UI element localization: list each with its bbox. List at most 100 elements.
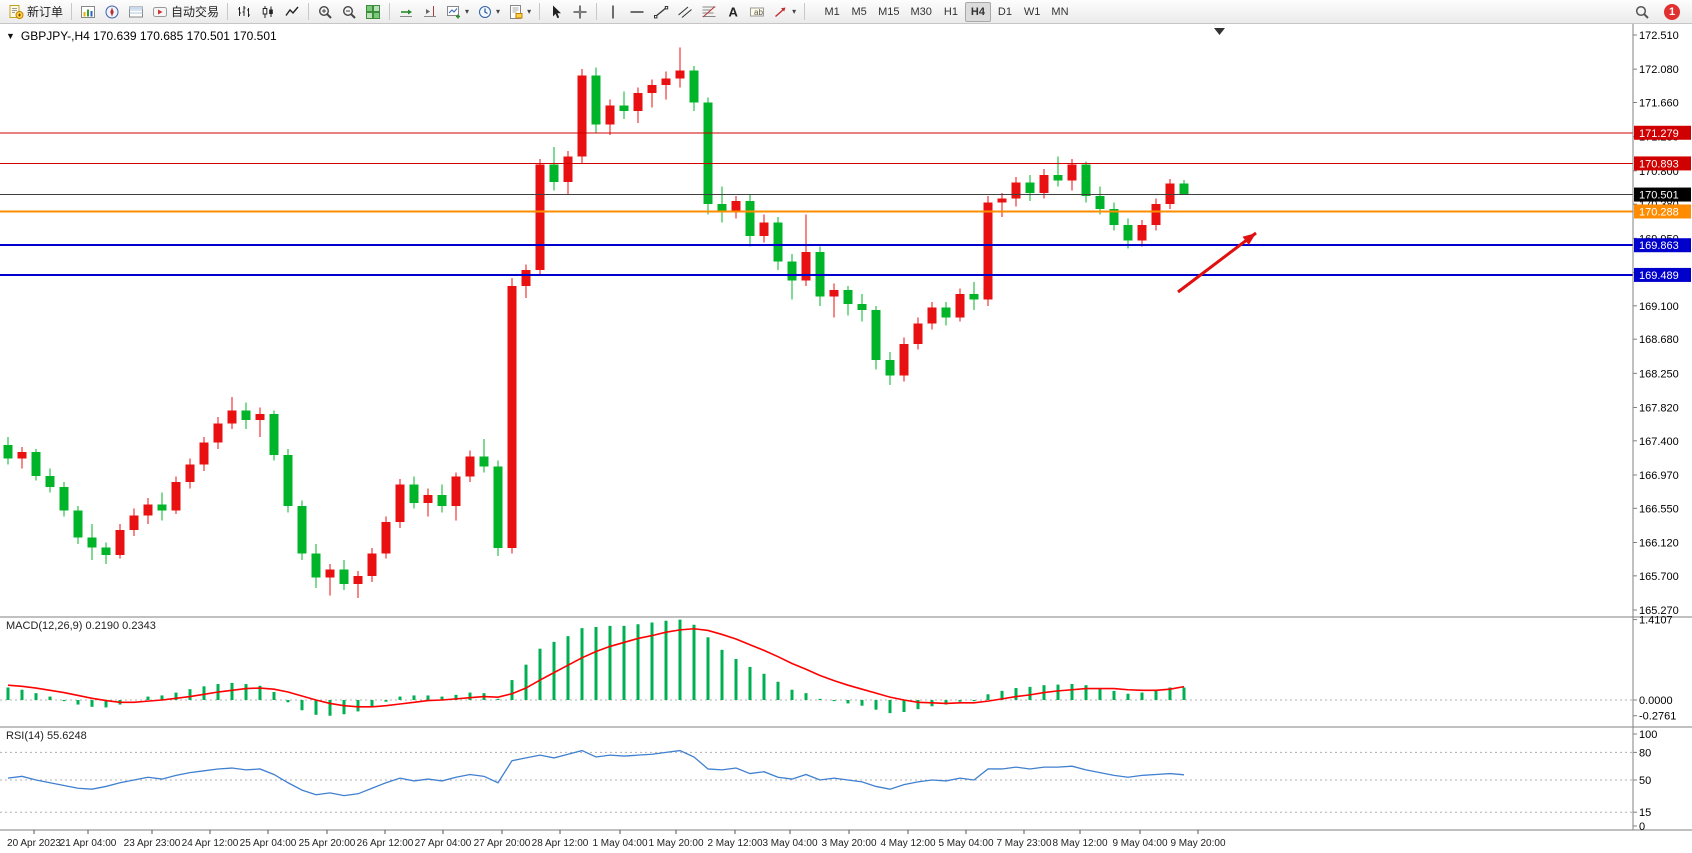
zoom-out-button[interactable]	[337, 2, 361, 22]
timeframe-d1-button[interactable]: D1	[997, 5, 1012, 18]
time-axis-label: 1 May 20:00	[648, 838, 703, 849]
templates-button[interactable]: ▾	[504, 2, 535, 22]
candle-body	[535, 164, 545, 271]
notification-badge[interactable]: 1	[1664, 3, 1680, 20]
candle-body	[731, 200, 741, 211]
chart-shift-marker[interactable]	[1214, 28, 1225, 35]
candle-body	[213, 423, 223, 443]
search-button[interactable]	[1630, 2, 1654, 22]
timeframe-m1-button[interactable]: M1	[824, 5, 840, 18]
new-chart-button-dropdown-icon[interactable]: ▾	[465, 7, 470, 16]
zoom-in-button[interactable]	[313, 2, 337, 22]
candle-body	[605, 105, 615, 125]
candle-body	[157, 504, 167, 511]
candle-body	[899, 343, 909, 376]
candle-body	[353, 575, 363, 584]
chart-shift-button[interactable]	[418, 2, 442, 22]
autotrading-button[interactable]: 自动交易	[148, 2, 223, 22]
candle-body	[927, 307, 937, 324]
terminal-button[interactable]	[124, 2, 148, 22]
price-axis-label: 165.700	[1639, 571, 1679, 583]
fibo-icon	[702, 5, 716, 17]
candle-body	[619, 105, 629, 112]
candle-body	[1067, 164, 1077, 181]
text-button[interactable]: A	[721, 2, 745, 22]
crosshair-button[interactable]	[568, 2, 592, 22]
channel-button[interactable]	[673, 2, 697, 22]
one-click-trading-toggle-icon[interactable]: ▼	[6, 31, 15, 41]
candle-body	[423, 494, 433, 503]
auto-scroll-button[interactable]	[394, 2, 418, 22]
fibonacci-button[interactable]	[697, 2, 721, 22]
timeframe-mn-button[interactable]: MN	[1051, 5, 1069, 18]
time-axis-label: 3 May 20:00	[821, 838, 876, 849]
timeframe-h4-button[interactable]: H4	[964, 1, 991, 22]
candle-body	[675, 70, 685, 79]
candlestick-chart-button[interactable]	[256, 2, 280, 22]
bar-chart-button[interactable]	[232, 2, 256, 22]
new-order-icon	[9, 4, 24, 19]
cursor-button[interactable]	[544, 2, 568, 22]
vertical-line-button[interactable]	[601, 2, 625, 22]
tile-windows-button[interactable]	[361, 2, 385, 22]
candle-body	[129, 515, 139, 530]
svg-text:170.288: 170.288	[1639, 206, 1679, 218]
timeframe-h1-button[interactable]: H1	[943, 5, 958, 18]
candle-body	[563, 156, 573, 182]
candle-body	[647, 85, 657, 93]
price-axis-label: 172.510	[1639, 30, 1679, 42]
profiles-button-dropdown-icon[interactable]: ▾	[496, 7, 501, 16]
text-label-button[interactable]: ab	[745, 2, 769, 22]
rsi-axis-label: 50	[1639, 775, 1651, 787]
candle-body	[703, 102, 713, 205]
new-order-button[interactable]: 新订单	[4, 2, 67, 22]
profiles-button[interactable]: ▾	[473, 2, 504, 22]
rsi-axis-label: 80	[1639, 747, 1651, 759]
templates-button-dropdown-icon[interactable]: ▾	[527, 7, 532, 16]
candle-body	[745, 200, 755, 236]
chart-title-overlay: ▼ GBPJPY-,H4 170.639 170.685 170.501 170…	[6, 29, 277, 43]
time-axis-label: 3 May 04:00	[762, 838, 817, 849]
trendline-button[interactable]	[649, 2, 673, 22]
line-chart-button[interactable]	[280, 2, 304, 22]
horizontal-line-button[interactable]	[625, 2, 649, 22]
new-chart-button[interactable]: ▾	[442, 2, 473, 22]
macd-axis-label: -0.2761	[1639, 711, 1676, 723]
time-axis-label: 25 Apr 20:00	[299, 838, 356, 849]
candle-body	[339, 569, 349, 584]
candle-body	[633, 92, 643, 112]
price-axis-label: 166.550	[1639, 503, 1679, 515]
vline-icon	[612, 5, 614, 18]
market-watch-button[interactable]	[76, 2, 100, 22]
arrows-button[interactable]: ▾	[769, 2, 800, 22]
time-axis-label: 27 Apr 20:00	[474, 838, 531, 849]
zoom-out-icon	[343, 5, 356, 19]
candle-body	[1109, 208, 1119, 225]
candlestick-series	[3, 47, 1189, 599]
timeframe-m30-button[interactable]: M30	[910, 5, 932, 18]
arrow-annotation[interactable]	[1177, 231, 1257, 294]
candle-body	[773, 222, 783, 262]
arrows-button-dropdown-icon[interactable]: ▾	[792, 7, 797, 16]
tile-icon	[366, 4, 381, 19]
navigator-button[interactable]	[100, 2, 124, 22]
price-axis-label: 168.680	[1639, 334, 1679, 346]
timeframe-m15-button[interactable]: M15	[878, 5, 900, 18]
autotrading-icon	[153, 6, 168, 17]
time-axis-label: 24 Apr 12:00	[182, 838, 239, 849]
candle-body	[465, 456, 475, 477]
time-axis-label: 28 Apr 12:00	[532, 838, 589, 849]
time-axis-label: 5 May 04:00	[938, 838, 993, 849]
candle-body	[1137, 224, 1147, 241]
timeframe-w1-button[interactable]: W1	[1023, 5, 1041, 18]
timeframe-m5-button[interactable]: M5	[851, 5, 867, 18]
price-axis-label: 165.270	[1639, 605, 1679, 617]
rsi-axis: 100 80 50 15 0	[1633, 729, 1657, 833]
market-watch-icon	[81, 5, 96, 18]
candle-body	[409, 484, 419, 503]
candle-body	[969, 293, 979, 300]
toolbar-separator	[227, 3, 229, 20]
rsi-axis-label: 100	[1639, 729, 1657, 741]
time-axis-label: 23 Apr 23:00	[124, 838, 181, 849]
